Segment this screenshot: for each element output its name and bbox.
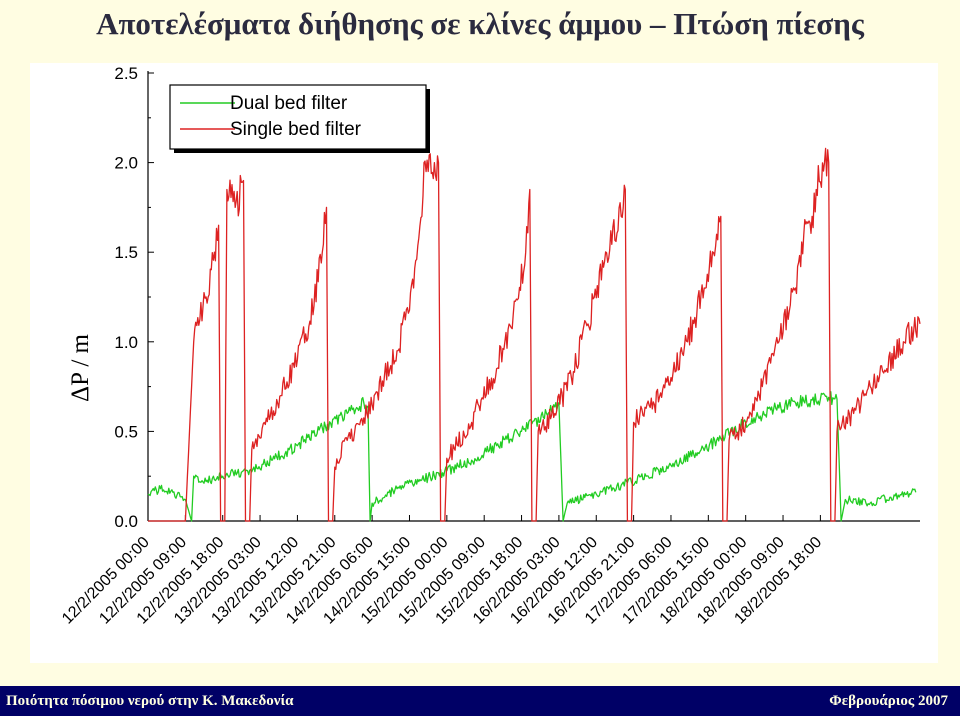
slide-title: Αποτελέσματα διήθησης σε κλίνες άμμου – … — [96, 6, 864, 41]
legend: Dual bed filter Single bed filter — [169, 84, 430, 153]
y-tick-label: 0.0 — [114, 512, 138, 531]
y-tick-label: 0.5 — [114, 422, 138, 441]
legend-label-dual: Dual bed filter — [230, 93, 348, 114]
series-lines — [147, 147, 921, 522]
chart-panel: 0.0 0.5 1.0 1.5 2.0 2.5 12/2/2005 00:00 12/2/20… — [30, 63, 938, 663]
footer-bar: Ποιότητα πόσιμου νερού στην Κ. Μακεδονία… — [0, 686, 960, 716]
legend-shadow — [426, 89, 430, 153]
y-tick-label: 2.0 — [114, 154, 138, 173]
y-axis-label: ΔP / m — [67, 333, 94, 401]
series-line-single — [148, 147, 921, 522]
y-tick-label: 2.5 — [114, 64, 138, 83]
chart: 0.00.51.01.52.02.512/2/2005 00:0012/2/20… — [59, 64, 921, 628]
y-tick-label: 1.5 — [114, 243, 138, 262]
legend-label-single: Single bed filter — [230, 119, 362, 140]
footer-date: Φεβρουάριος 2007 — [829, 693, 948, 709]
y-tick-label: 1.0 — [114, 333, 138, 352]
legend-shadow-bottom — [174, 149, 430, 153]
footer-left-text: Ποιότητα πόσιμου νερού στην Κ. Μακεδονία — [6, 693, 294, 709]
legend-box — [169, 84, 427, 150]
